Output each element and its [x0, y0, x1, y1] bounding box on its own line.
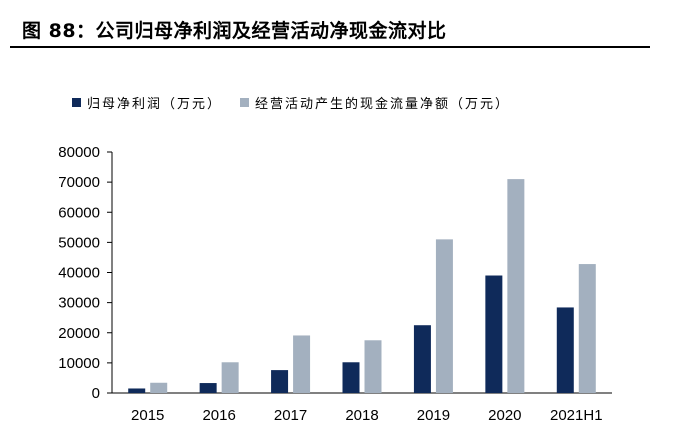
bar-series1 [556, 307, 574, 393]
legend-item-series2: 经营活动产生的现金流量净额（万元） [240, 93, 510, 112]
bar-series2 [293, 335, 311, 393]
legend-label-series1: 归母净利润（万元） [87, 96, 223, 112]
x-tick-label: 2020 [488, 407, 521, 422]
y-tick-label: 0 [92, 385, 100, 402]
bar-series2 [221, 362, 239, 393]
x-tick-label: 2019 [417, 407, 450, 422]
y-tick-label: 10000 [58, 355, 100, 372]
y-tick-label: 70000 [58, 174, 100, 191]
x-tick-label: 2017 [274, 407, 307, 422]
x-tick-label: 2021H1 [550, 407, 603, 422]
bar-series2 [364, 340, 382, 393]
legend-swatch-series2 [240, 97, 250, 107]
bar-series2 [578, 264, 596, 393]
y-tick-label: 40000 [58, 265, 100, 282]
bar-series1 [271, 370, 289, 393]
bar-series2 [507, 179, 525, 393]
figure-title: 图 88：公司归母净利润及经营活动净现金流对比 [22, 20, 447, 42]
y-tick-label: 30000 [58, 295, 100, 312]
bar-series1 [128, 388, 146, 393]
bar-series1 [413, 325, 431, 393]
x-tick-label: 2016 [202, 407, 235, 422]
legend-swatch-series1 [72, 97, 81, 107]
y-tick-label: 80000 [58, 144, 100, 161]
x-tick-label: 2015 [131, 407, 164, 422]
legend-label-series2: 经营活动产生的现金流量净额（万元） [255, 96, 511, 112]
legend-item-series1: 归母净利润（万元） [72, 93, 222, 112]
chart-legend: 归母净利润（万元） 经营活动产生的现金流量净额（万元） [72, 92, 528, 112]
x-tick-label: 2018 [345, 407, 378, 422]
y-tick-label: 60000 [58, 204, 100, 221]
bar-series1 [485, 275, 503, 393]
y-tick-label: 50000 [58, 234, 100, 251]
y-tick-label: 20000 [58, 325, 100, 342]
figure-title-bar: 图 88：公司归母净利润及经营活动净现金流对比 [10, 14, 650, 48]
bar-series2 [435, 239, 453, 393]
bar-series2 [150, 382, 168, 393]
bar-series1 [342, 362, 360, 393]
bar-series1 [199, 383, 217, 393]
